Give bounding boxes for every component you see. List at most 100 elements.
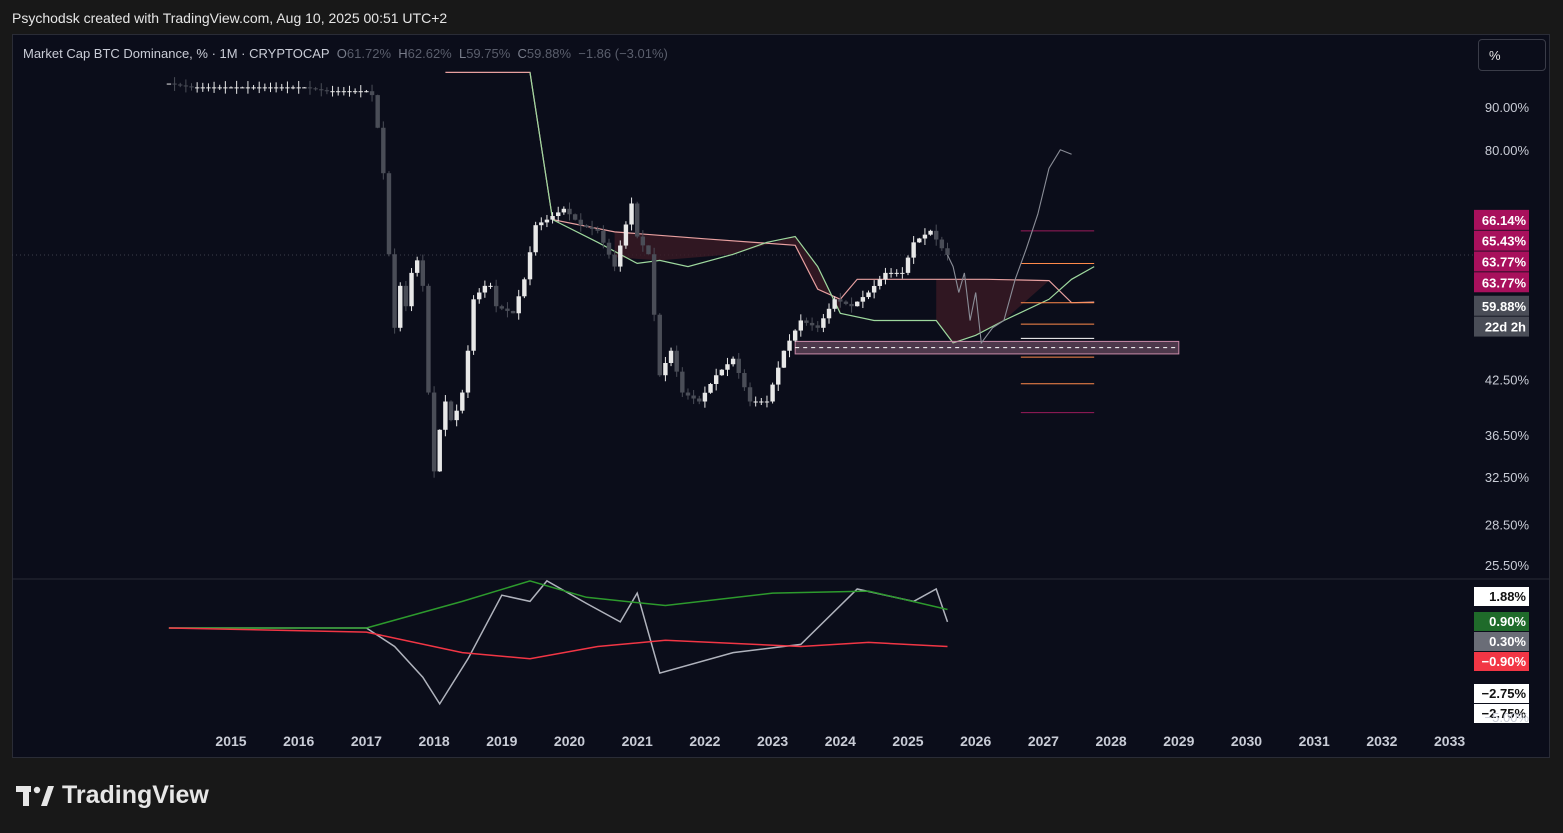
candle-body bbox=[905, 257, 911, 273]
price-tag-bg-5 bbox=[1474, 316, 1529, 337]
legend-change: −1.86 (−3.01%) bbox=[578, 46, 668, 61]
candle-body bbox=[730, 358, 736, 365]
candle-body bbox=[544, 219, 550, 223]
candle-body bbox=[251, 87, 256, 89]
candle-body bbox=[883, 272, 888, 280]
candle-body bbox=[742, 372, 747, 388]
candle-body bbox=[900, 272, 905, 274]
candle-body bbox=[629, 203, 634, 225]
candle-body bbox=[189, 86, 194, 88]
legend-high-value: 62.62% bbox=[407, 46, 452, 61]
percent-scale-button[interactable]: % bbox=[1478, 39, 1546, 71]
chart-canvas[interactable]: 90.00%80.00%48.50%42.50%36.50%32.50%28.5… bbox=[12, 34, 1550, 758]
candle-body bbox=[753, 401, 758, 403]
x-axis-label-2016: 2016 bbox=[283, 733, 314, 749]
candle-body bbox=[572, 214, 578, 220]
y-axis-label-5: 32.50% bbox=[1485, 470, 1530, 485]
legend-open-label: O bbox=[336, 46, 347, 61]
candle-body bbox=[928, 230, 933, 235]
candle-body bbox=[843, 301, 849, 304]
candle-body bbox=[612, 254, 617, 267]
candle-body bbox=[713, 375, 719, 384]
candle-body bbox=[307, 87, 313, 89]
legend-symbol: Market Cap BTC Dominance, % · 1M · CRYPT… bbox=[23, 46, 330, 61]
candle-body bbox=[674, 350, 679, 372]
candle-body bbox=[409, 272, 414, 307]
candle-body bbox=[398, 285, 403, 328]
candle-body bbox=[832, 299, 837, 309]
candle-body bbox=[516, 296, 521, 314]
price-tag-1: 65.43% bbox=[1482, 234, 1527, 249]
candle-body bbox=[697, 398, 702, 402]
price-tag-4: 59.88% bbox=[1482, 299, 1527, 314]
candle-body bbox=[262, 87, 268, 89]
candle-body bbox=[725, 364, 730, 370]
candle-body bbox=[488, 285, 493, 287]
candle-body bbox=[302, 87, 307, 89]
price-tag-bg-3 bbox=[1474, 272, 1529, 293]
candle-body bbox=[871, 285, 877, 293]
osc-tag-1: 0.90% bbox=[1489, 614, 1526, 629]
candle-body bbox=[245, 87, 251, 89]
candle-body bbox=[764, 401, 770, 403]
candle-body bbox=[296, 87, 301, 89]
x-axis-label-2021: 2021 bbox=[622, 733, 653, 749]
candle-body bbox=[849, 303, 854, 307]
candle-body bbox=[917, 238, 922, 243]
candle-body bbox=[618, 245, 623, 267]
candle-body bbox=[556, 212, 561, 217]
candle-body bbox=[804, 320, 809, 323]
candle-body bbox=[708, 383, 713, 393]
candle-body bbox=[505, 308, 510, 311]
candle-body bbox=[657, 314, 662, 376]
candle-body bbox=[341, 91, 347, 93]
candle-body bbox=[561, 208, 567, 213]
symbol-legend[interactable]: Market Cap BTC Dominance, % · 1M · CRYPT… bbox=[23, 46, 668, 61]
candle-body bbox=[702, 392, 708, 402]
chart-caption: Psychodsk created with TradingView.com, … bbox=[12, 10, 448, 26]
x-axis-label-2022: 2022 bbox=[689, 733, 720, 749]
candle-body bbox=[747, 387, 753, 402]
y-axis-label-7: 25.50% bbox=[1485, 558, 1530, 573]
candle-body bbox=[533, 225, 538, 253]
y-axis-label-0: 90.00% bbox=[1485, 100, 1530, 115]
candle-body bbox=[347, 91, 352, 93]
x-axis-label-2029: 2029 bbox=[1163, 733, 1194, 749]
x-axis-label-2017: 2017 bbox=[351, 733, 382, 749]
legend-low-label: L bbox=[458, 46, 467, 61]
candle-body bbox=[335, 91, 341, 93]
price-tag-bg-0 bbox=[1474, 209, 1529, 230]
candle-body bbox=[279, 87, 284, 89]
candle-body bbox=[313, 88, 318, 90]
legend-open-value: 61.72% bbox=[346, 46, 392, 61]
tradingview-logo-icon bbox=[16, 785, 54, 806]
candle-body bbox=[911, 242, 916, 258]
candle-body bbox=[787, 340, 792, 351]
candle-body bbox=[403, 285, 409, 307]
legend-close-label: C bbox=[517, 46, 527, 61]
candle-body bbox=[465, 350, 471, 393]
candle-body bbox=[934, 230, 939, 240]
candle-body bbox=[443, 401, 448, 430]
upper-band-line bbox=[445, 71, 1095, 304]
legend-low-value: 59.75% bbox=[466, 46, 511, 61]
candle-body bbox=[860, 297, 866, 302]
candle-body bbox=[584, 225, 589, 228]
x-axis-label-2024: 2024 bbox=[825, 733, 856, 749]
oscillator-series-1 bbox=[168, 580, 948, 629]
x-axis-label-2018: 2018 bbox=[419, 733, 450, 749]
candle-body bbox=[178, 84, 183, 86]
candle-body bbox=[477, 292, 482, 300]
candle-body bbox=[200, 87, 205, 89]
x-axis-label-2020: 2020 bbox=[554, 733, 585, 749]
osc-tag-3: −0.90% bbox=[1482, 654, 1527, 669]
price-tag-0: 66.14% bbox=[1482, 213, 1527, 228]
candle-body bbox=[888, 272, 894, 274]
y-axis-label-1: 80.00% bbox=[1485, 143, 1530, 158]
legend-high-label: H bbox=[398, 46, 408, 61]
candle-body bbox=[522, 279, 527, 297]
candle-body bbox=[285, 87, 290, 89]
x-axis-label-2030: 2030 bbox=[1231, 733, 1262, 749]
candle-body bbox=[539, 222, 544, 226]
y-axis-label-6: 28.50% bbox=[1485, 518, 1530, 533]
